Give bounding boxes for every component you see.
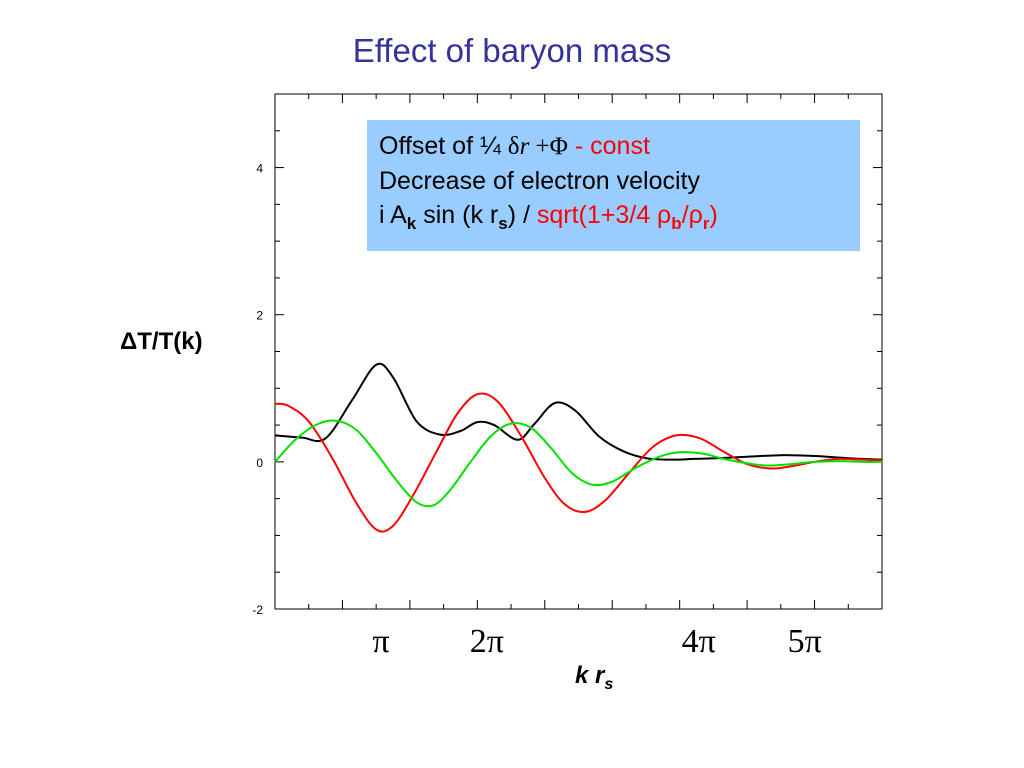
annotation-s-sub: s: [498, 214, 508, 233]
x-axis-label: k rs: [575, 662, 613, 694]
r-symbol: r: [519, 133, 530, 160]
annotation-box: Offset of ¼ δr +Φ - const Decrease of el…: [367, 120, 860, 251]
x-axis-label-sub: s: [604, 675, 614, 693]
y-tick-label: 2: [256, 309, 263, 323]
annotation-line3-mid: sin (k r: [416, 201, 499, 229]
annotation-sqrt-post: ): [709, 201, 718, 229]
annotation-line-2: Decrease of electron velocity: [379, 167, 700, 195]
annotation-r-sub: r: [702, 214, 710, 233]
y-axis-label: ΔT/T(k): [120, 328, 203, 355]
series-line-1: [274, 362, 883, 461]
chart-title: Effect of baryon mass: [352, 32, 672, 69]
x-tick-label: 4π: [682, 623, 716, 660]
series-line-2: [274, 392, 883, 533]
annotation-b-sub: b: [671, 214, 682, 233]
annotation-line3-post: ) /: [507, 201, 537, 229]
series-layer: [274, 362, 883, 533]
annotation-k-sub: k: [406, 214, 417, 233]
annotation-line-3: i Ak sin (k rs) / sqrt(1+3/4 ρb/ρr): [379, 198, 848, 241]
x-axis-label-main: k r: [575, 662, 605, 689]
x-tick-label: π: [372, 623, 389, 660]
x-tick-label: 2π: [470, 623, 504, 660]
y-tick-label: 0: [256, 456, 263, 470]
y-tick-label: 4: [256, 162, 263, 176]
annotation-line1-text: Offset of ¼: [379, 132, 508, 160]
annotation-line-1: Offset of ¼ δr +Φ - const: [379, 129, 848, 164]
annotation-line3-pre: i A: [379, 201, 407, 229]
delta-symbol: δ: [507, 133, 520, 160]
annotation-sqrt-mid: /ρ: [681, 201, 703, 229]
const-text: - const: [567, 132, 650, 160]
phi-symbol: +Φ: [529, 133, 568, 160]
annotation-sqrt-pre: sqrt(1+3/4 ρ: [536, 201, 672, 229]
y-tick-label: -2: [252, 603, 263, 617]
series-line-3: [274, 419, 883, 508]
x-tick-label: 5π: [788, 623, 822, 660]
